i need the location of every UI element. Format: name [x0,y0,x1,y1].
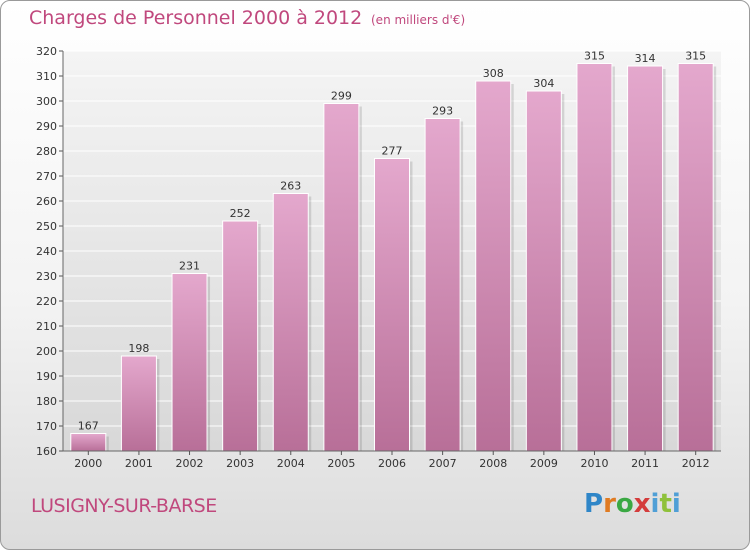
y-tick-label: 210 [36,320,57,333]
bar-2001 [120,355,157,452]
y-tick-label: 270 [36,170,57,183]
y-tick-label: 170 [36,420,57,433]
y-tick-label: 240 [36,245,57,258]
bar-2012 [677,63,714,452]
bar-2003 [222,220,259,452]
chart-title: Charges de Personnel 2000 à 2012 [29,7,363,29]
data-label-2008: 308 [483,67,504,80]
bar-2010 [576,63,613,452]
x-tick-label-2009: 2009 [530,457,558,470]
y-tick-label: 200 [36,345,57,358]
x-tick-label-2001: 2001 [125,457,153,470]
y-tick-label: 160 [36,445,57,458]
bar-2008 [475,80,512,452]
data-label-2011: 314 [635,52,656,65]
y-tick-label: 300 [36,95,57,108]
x-tick-label-2010: 2010 [580,457,608,470]
y-tick-label: 310 [36,70,57,83]
y-tick-label: 180 [36,395,57,408]
x-tick-label-2003: 2003 [226,457,254,470]
bar-2007 [424,118,461,452]
bar-2000 [70,433,107,452]
data-label-2012: 315 [685,50,706,63]
data-label-2002: 231 [179,260,200,273]
data-label-2005: 299 [331,90,352,103]
x-tick-label-2002: 2002 [176,457,204,470]
y-tick-label: 250 [36,220,57,233]
y-tick-label: 260 [36,195,57,208]
bar-2011 [627,65,664,452]
x-tick-label-2006: 2006 [378,457,406,470]
bar-2002 [171,273,208,452]
location-name: LUSIGNY-SUR-BARSE [31,495,217,517]
y-tick-label: 280 [36,145,57,158]
proxiti-logo: Proxiti [584,489,681,519]
x-tick-label-2012: 2012 [682,457,710,470]
x-tick-label-2007: 2007 [429,457,457,470]
chart-unit: (en milliers d'€) [371,13,466,27]
x-tick-label-2000: 2000 [74,457,102,470]
data-label-2000: 167 [78,420,99,433]
x-tick-label-2005: 2005 [327,457,355,470]
data-label-2009: 304 [533,77,554,90]
data-label-2010: 315 [584,50,605,63]
data-label-2003: 252 [230,207,251,220]
y-tick-label: 290 [36,120,57,133]
data-label-2007: 293 [432,105,453,118]
bar-2005 [323,103,360,452]
y-tick-label: 320 [36,45,57,58]
data-label-2004: 263 [280,180,301,193]
y-tick-label: 190 [36,370,57,383]
x-tick-label-2004: 2004 [277,457,305,470]
y-tick-label: 220 [36,295,57,308]
x-tick-label-2011: 2011 [631,457,659,470]
y-tick-label: 230 [36,270,57,283]
bar-2009 [525,90,562,452]
x-tick-label-2008: 2008 [479,457,507,470]
data-label-2001: 198 [128,342,149,355]
data-label-2006: 277 [382,145,403,158]
bar-2004 [272,193,309,452]
bar-2006 [374,158,410,452]
